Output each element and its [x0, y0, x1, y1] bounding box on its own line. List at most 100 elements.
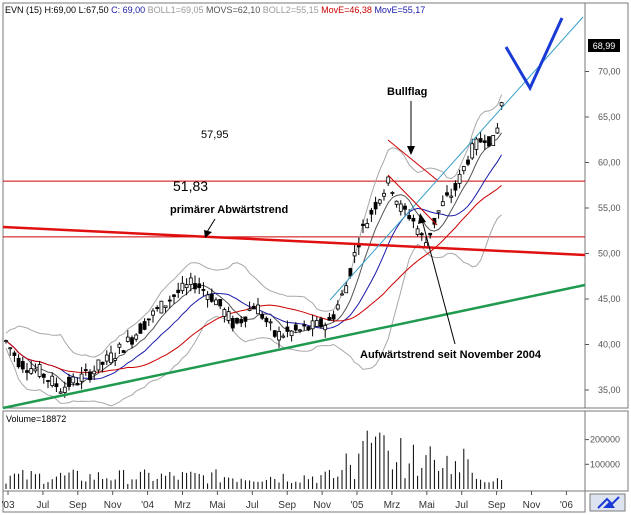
time-tick-label: Sep	[278, 500, 296, 511]
uptrend-arrowhead	[418, 213, 426, 224]
candle-body	[138, 323, 143, 334]
time-axis-frame	[2, 490, 586, 513]
level-label-51: 51,83	[173, 178, 208, 194]
svg-text:EVN (15) H:69,00 L:67,50 C: 69: EVN (15) H:69,00 L:67,50 C: 69,00 BOLL1=…	[5, 5, 425, 15]
price-tick-label: 65,00	[598, 112, 621, 122]
candle-body	[197, 283, 202, 289]
candle-body	[12, 352, 17, 356]
candle-body	[121, 350, 126, 353]
candle-body	[436, 210, 441, 213]
candle-body	[109, 352, 113, 364]
candle-body	[134, 334, 139, 340]
volume-axis-frame	[584, 410, 629, 492]
volume-tick-label: 200000	[590, 435, 620, 445]
header-boll2: BOLL2=55,15	[263, 5, 319, 15]
candle-body	[495, 127, 500, 134]
candle-body	[71, 376, 76, 384]
candle-body	[306, 326, 311, 331]
candle-body	[146, 318, 151, 321]
header-low: L:67,50	[79, 5, 109, 15]
candle-body	[478, 138, 483, 143]
header-boll1: BOLL1=69,05	[148, 5, 204, 15]
chart-menu-button[interactable]	[589, 493, 626, 512]
candle-body	[344, 285, 349, 294]
candle-body	[58, 391, 63, 394]
time-tick-label: '03	[1, 500, 14, 511]
candle-body	[180, 282, 185, 292]
candle-body	[470, 143, 475, 159]
candle-body	[445, 192, 449, 196]
candle-body	[365, 223, 370, 229]
candle-body	[243, 316, 248, 322]
candle-body	[256, 304, 260, 315]
candle-body	[142, 321, 147, 330]
candle-body	[457, 173, 462, 184]
time-tick-label: Mrz	[174, 500, 191, 511]
candle-body	[151, 310, 155, 316]
candle-body	[407, 215, 412, 219]
candle-body	[205, 294, 210, 300]
candle-body	[373, 201, 378, 210]
price-tick-label: 60,00	[598, 158, 621, 168]
chart-header: EVN (15) H:69,00 L:67,50 C: 69,00 BOLL1=…	[5, 5, 425, 15]
candle-body	[4, 340, 8, 343]
candle-body	[235, 317, 239, 324]
candle-body	[96, 359, 101, 371]
candle-body	[16, 357, 21, 368]
candle-body	[8, 347, 13, 350]
candle-body	[113, 358, 118, 361]
price-axis: 35,00 40,00 45,00 50,00 55,00 60,00 65,00 70,00	[585, 67, 621, 395]
candle-body	[163, 305, 168, 308]
price-tick-label: 40,00	[598, 340, 621, 350]
volume-pane-frame	[2, 410, 586, 492]
candle-body	[20, 361, 25, 370]
candle-body	[491, 135, 496, 147]
candle-body	[377, 199, 382, 204]
candle-body	[285, 326, 290, 332]
candle-body	[323, 324, 328, 331]
candle-body	[88, 371, 92, 381]
time-tick-label: Jul	[37, 500, 50, 511]
flag-line-lower	[387, 174, 438, 226]
candle-body	[289, 330, 294, 337]
candle-body	[172, 294, 176, 297]
bullflag-arrowhead	[407, 146, 415, 155]
candle-body	[398, 203, 403, 212]
level-label-57: 57,95	[201, 129, 229, 141]
header-symbol: EVN (15)	[5, 5, 42, 15]
forecast-path	[504, 17, 564, 92]
time-tick-label: '04	[141, 500, 154, 511]
candle-body	[117, 343, 122, 348]
candle-body	[37, 364, 42, 377]
candle-body	[184, 284, 189, 289]
flag-line-upper	[387, 139, 438, 181]
candle-body	[411, 217, 416, 222]
candle-body	[104, 354, 109, 362]
candle-body	[453, 183, 458, 191]
bollinger-lower	[5, 214, 502, 407]
candle-body	[394, 200, 399, 205]
price-tick-label: 50,00	[598, 249, 621, 259]
candle-body	[159, 300, 164, 314]
last-price-text: 68,99	[593, 41, 616, 51]
candle-body	[251, 305, 256, 310]
candle-body	[419, 233, 424, 236]
candle-body	[54, 383, 59, 388]
candle-body	[415, 228, 420, 235]
candle-body	[340, 293, 344, 296]
candle-body	[226, 311, 231, 321]
candle-body	[193, 283, 197, 290]
candle-body	[487, 136, 491, 147]
volume-label: Volume=18872	[6, 414, 66, 424]
volume-axis: 100000 200000	[585, 435, 620, 469]
candle-body	[239, 319, 244, 324]
candle-body	[125, 336, 130, 342]
candle-body	[230, 318, 235, 329]
time-tick-label: Mai	[419, 500, 435, 511]
candle-body	[260, 314, 265, 319]
uptrend-arrow	[421, 219, 456, 345]
candle-body	[218, 299, 223, 307]
candle-body	[319, 318, 323, 328]
downtrend-label: primärer Abwärtstrend	[170, 204, 288, 216]
candle-body	[100, 361, 105, 365]
